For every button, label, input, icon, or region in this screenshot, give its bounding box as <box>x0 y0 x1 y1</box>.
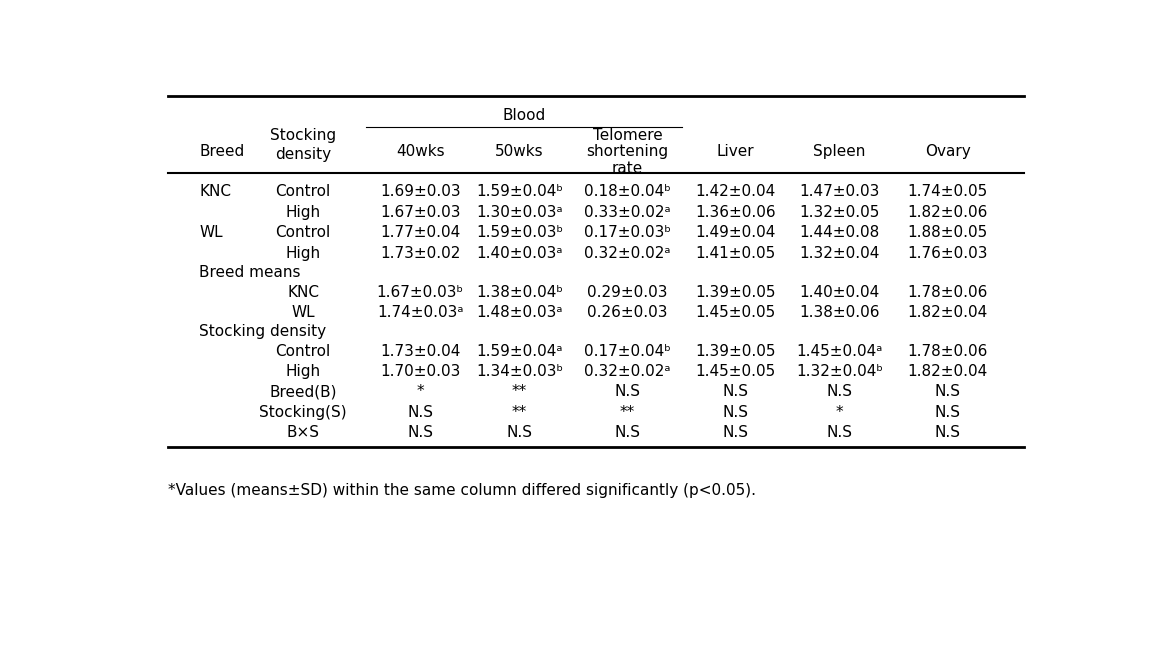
Text: 1.32±0.04ᵇ: 1.32±0.04ᵇ <box>795 364 883 379</box>
Text: 0.32±0.02ᵃ: 0.32±0.02ᵃ <box>584 364 671 379</box>
Text: 1.59±0.04ᵇ: 1.59±0.04ᵇ <box>476 184 563 199</box>
Text: N.S: N.S <box>407 405 434 420</box>
Text: N.S: N.S <box>722 405 749 420</box>
Text: 1.45±0.04ᵃ: 1.45±0.04ᵃ <box>797 344 883 359</box>
Text: 1.76±0.03: 1.76±0.03 <box>907 246 987 261</box>
Text: 1.32±0.05: 1.32±0.05 <box>799 205 879 220</box>
Text: 1.88±0.05: 1.88±0.05 <box>907 225 987 240</box>
Text: 1.41±0.05: 1.41±0.05 <box>695 246 776 261</box>
Text: Breed(B): Breed(B) <box>270 384 337 400</box>
Text: 1.38±0.04ᵇ: 1.38±0.04ᵇ <box>476 285 563 300</box>
Text: 1.82±0.04: 1.82±0.04 <box>907 364 987 379</box>
Text: Stocking(S): Stocking(S) <box>259 405 347 420</box>
Text: 1.40±0.04: 1.40±0.04 <box>799 285 879 300</box>
Text: 1.78±0.06: 1.78±0.06 <box>907 344 987 359</box>
Text: 1.38±0.06: 1.38±0.06 <box>799 305 879 320</box>
Text: 0.17±0.03ᵇ: 0.17±0.03ᵇ <box>584 225 671 240</box>
Text: 1.73±0.02: 1.73±0.02 <box>380 246 461 261</box>
Text: N.S: N.S <box>935 384 961 400</box>
Text: rate: rate <box>612 161 643 176</box>
Text: 1.59±0.03ᵇ: 1.59±0.03ᵇ <box>476 225 563 240</box>
Text: N.S: N.S <box>614 425 641 440</box>
Text: N.S: N.S <box>722 384 749 400</box>
Text: N.S: N.S <box>722 425 749 440</box>
Text: 0.17±0.04ᵇ: 0.17±0.04ᵇ <box>584 344 671 359</box>
Text: WL: WL <box>200 225 223 240</box>
Text: Control: Control <box>276 344 330 359</box>
Text: Blood: Blood <box>502 108 545 123</box>
Text: Breed means: Breed means <box>200 264 301 279</box>
Text: *: * <box>835 405 843 420</box>
Text: Ovary: Ovary <box>925 144 970 159</box>
Text: N.S: N.S <box>935 405 961 420</box>
Text: 1.78±0.06: 1.78±0.06 <box>907 285 987 300</box>
Text: Breed: Breed <box>200 144 244 159</box>
Text: density: density <box>274 147 331 162</box>
Text: 1.39±0.05: 1.39±0.05 <box>695 285 776 300</box>
Text: N.S: N.S <box>506 425 533 440</box>
Text: 1.40±0.03ᵃ: 1.40±0.03ᵃ <box>476 246 563 261</box>
Text: 1.77±0.04: 1.77±0.04 <box>380 225 461 240</box>
Text: **: ** <box>512 384 527 400</box>
Text: shortening: shortening <box>586 144 669 159</box>
Text: Liver: Liver <box>716 144 755 159</box>
Text: 1.34±0.03ᵇ: 1.34±0.03ᵇ <box>476 364 563 379</box>
Text: 50wks: 50wks <box>495 144 544 159</box>
Text: N.S: N.S <box>614 384 641 400</box>
Text: KNC: KNC <box>200 184 231 199</box>
Text: 1.47±0.03: 1.47±0.03 <box>799 184 879 199</box>
Text: N.S: N.S <box>935 425 961 440</box>
Text: 1.49±0.04: 1.49±0.04 <box>695 225 776 240</box>
Text: 1.36±0.06: 1.36±0.06 <box>695 205 776 220</box>
Text: Telomere: Telomere <box>593 129 663 143</box>
Text: *Values (means±SD) within the same column differed significantly (p<0.05).: *Values (means±SD) within the same colum… <box>167 483 756 498</box>
Text: 0.33±0.02ᵃ: 0.33±0.02ᵃ <box>584 205 671 220</box>
Text: 1.82±0.06: 1.82±0.06 <box>907 205 987 220</box>
Text: 1.44±0.08: 1.44±0.08 <box>799 225 879 240</box>
Text: High: High <box>286 364 321 379</box>
Text: 0.29±0.03: 0.29±0.03 <box>587 285 668 300</box>
Text: 1.32±0.04: 1.32±0.04 <box>799 246 879 261</box>
Text: High: High <box>286 205 321 220</box>
Text: 0.18±0.04ᵇ: 0.18±0.04ᵇ <box>584 184 671 199</box>
Text: 1.73±0.04: 1.73±0.04 <box>380 344 461 359</box>
Text: Spleen: Spleen <box>813 144 865 159</box>
Text: B×S: B×S <box>286 425 320 440</box>
Text: 1.74±0.05: 1.74±0.05 <box>907 184 987 199</box>
Text: Stocking density: Stocking density <box>200 324 327 338</box>
Text: N.S: N.S <box>827 425 852 440</box>
Text: 1.82±0.04: 1.82±0.04 <box>907 305 987 320</box>
Text: 1.48±0.03ᵃ: 1.48±0.03ᵃ <box>476 305 563 320</box>
Text: **: ** <box>512 405 527 420</box>
Text: *: * <box>416 384 424 400</box>
Text: 1.67±0.03ᵇ: 1.67±0.03ᵇ <box>377 285 464 300</box>
Text: Stocking: Stocking <box>270 129 336 143</box>
Text: Control: Control <box>276 184 330 199</box>
Text: 0.32±0.02ᵃ: 0.32±0.02ᵃ <box>584 246 671 261</box>
Text: 1.67±0.03: 1.67±0.03 <box>380 205 461 220</box>
Text: 1.59±0.04ᵃ: 1.59±0.04ᵃ <box>476 344 563 359</box>
Text: High: High <box>286 246 321 261</box>
Text: 1.30±0.03ᵃ: 1.30±0.03ᵃ <box>476 205 563 220</box>
Text: 1.70±0.03: 1.70±0.03 <box>380 364 461 379</box>
Text: 40wks: 40wks <box>395 144 444 159</box>
Text: Control: Control <box>276 225 330 240</box>
Text: 1.39±0.05: 1.39±0.05 <box>695 344 776 359</box>
Text: 0.26±0.03: 0.26±0.03 <box>587 305 668 320</box>
Text: 1.45±0.05: 1.45±0.05 <box>695 305 776 320</box>
Text: 1.74±0.03ᵃ: 1.74±0.03ᵃ <box>377 305 464 320</box>
Text: 1.69±0.03: 1.69±0.03 <box>380 184 461 199</box>
Text: 1.45±0.05: 1.45±0.05 <box>695 364 776 379</box>
Text: 1.42±0.04: 1.42±0.04 <box>695 184 776 199</box>
Text: KNC: KNC <box>287 285 319 300</box>
Text: WL: WL <box>291 305 315 320</box>
Text: **: ** <box>620 405 635 420</box>
Text: N.S: N.S <box>407 425 434 440</box>
Text: N.S: N.S <box>827 384 852 400</box>
